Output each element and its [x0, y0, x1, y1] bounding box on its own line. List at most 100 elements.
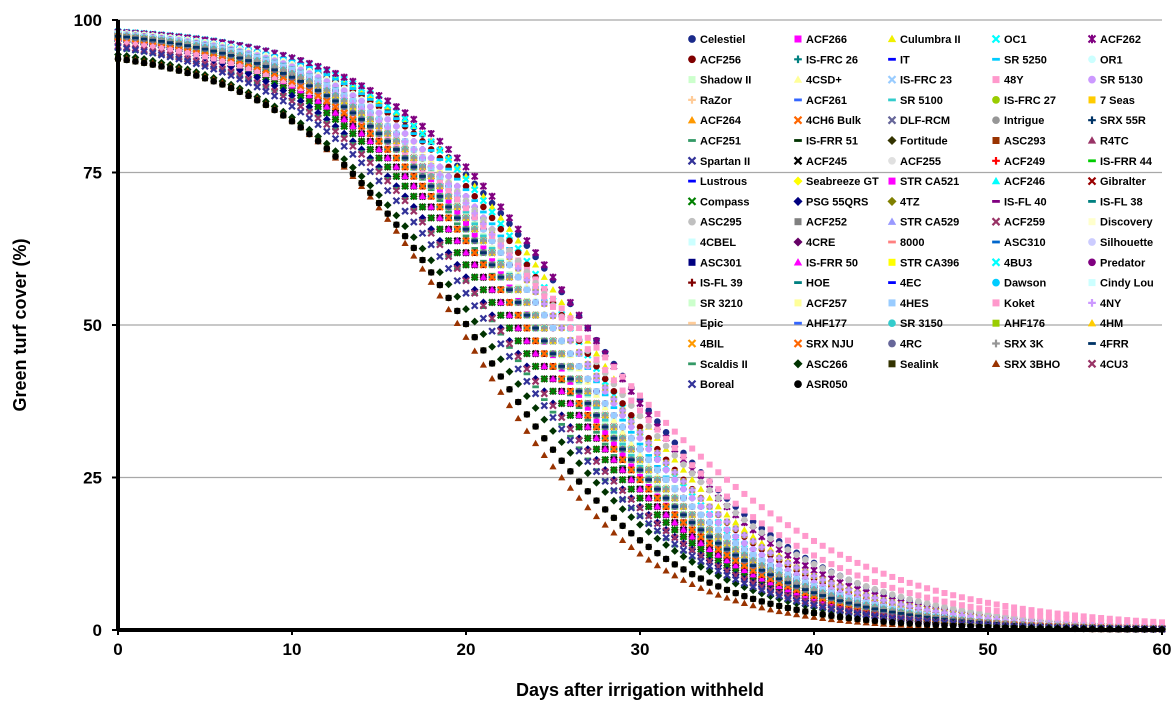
data-point: [323, 66, 331, 74]
data-point: [576, 391, 583, 398]
data-point: [357, 82, 366, 90]
data-point: [410, 192, 418, 201]
data-point: [628, 463, 635, 470]
data-point: [306, 66, 313, 69]
data-point: [662, 466, 670, 474]
data-point: [427, 149, 435, 152]
data-point: [697, 545, 705, 554]
data-point: [480, 245, 487, 252]
data-point: [1124, 617, 1131, 624]
data-point: [296, 91, 305, 100]
data-point: [470, 185, 479, 194]
data-point: [557, 399, 566, 408]
data-point: [314, 62, 322, 71]
data-point: [767, 510, 774, 517]
data-point: [383, 163, 392, 171]
data-point: [514, 225, 522, 233]
data-point: [628, 430, 635, 434]
data-point: [793, 527, 800, 534]
data-point: [471, 222, 478, 226]
data-point: [480, 203, 487, 211]
data-point: [401, 109, 409, 117]
data-point: [462, 182, 470, 190]
data-point: [532, 261, 540, 268]
data-point: [480, 210, 487, 214]
data-point: [985, 599, 991, 606]
data-point: [454, 177, 461, 181]
data-point: [732, 533, 739, 541]
data-point: [950, 592, 957, 599]
data-point: [418, 129, 427, 138]
data-point: [645, 445, 652, 453]
data-point: [375, 109, 383, 117]
data-point: [619, 412, 626, 419]
data-point: [706, 461, 713, 468]
data-point: [767, 557, 774, 564]
data-point: [584, 404, 591, 411]
data-point: [811, 537, 817, 544]
data-point: [915, 582, 922, 589]
data-point: [619, 373, 626, 380]
data-point: [453, 154, 462, 162]
data-point: [453, 165, 462, 173]
data-point: [619, 452, 626, 459]
data-point: [488, 222, 496, 226]
data-point: [671, 456, 679, 463]
data-point: [367, 97, 374, 101]
data-point: [514, 337, 522, 345]
data-point: [671, 476, 679, 484]
data-point: [479, 285, 488, 294]
data-point: [445, 173, 452, 180]
data-point: [479, 182, 488, 190]
data-point: [628, 423, 635, 431]
data-point: [540, 273, 548, 280]
data-point: [401, 182, 409, 190]
data-point: [679, 532, 688, 541]
data-point: [175, 52, 182, 59]
data-point: [636, 494, 644, 502]
data-point: [410, 132, 418, 135]
data-point: [932, 587, 939, 594]
data-point: [1019, 605, 1026, 612]
data-point: [366, 145, 375, 154]
data-point: [732, 483, 739, 490]
data-point: [566, 298, 575, 307]
data-point: [575, 311, 583, 319]
data-point: [636, 442, 644, 446]
data-point: [506, 220, 513, 228]
data-point: [557, 286, 566, 294]
data-point: [419, 140, 426, 144]
data-point: [488, 247, 496, 250]
data-point: [654, 464, 661, 468]
data-point: [480, 259, 487, 263]
data-point: [584, 324, 592, 332]
data-point: [653, 511, 662, 519]
data-point: [549, 286, 557, 293]
data-point: [470, 172, 479, 181]
data-point: [679, 466, 688, 473]
data-point: [654, 410, 661, 417]
data-point: [375, 154, 383, 162]
data-point: [584, 434, 592, 443]
data-point: [644, 502, 653, 511]
data-point: [523, 261, 531, 269]
data-point: [514, 237, 522, 244]
data-point: [689, 445, 696, 452]
data-point: [741, 490, 748, 497]
data-point: [645, 401, 652, 408]
data-point: [723, 511, 731, 518]
data-point: [349, 92, 357, 99]
data-point: [558, 305, 565, 312]
data-point: [749, 546, 757, 553]
data-point: [680, 485, 687, 493]
data-point: [610, 416, 618, 423]
data-point: [784, 522, 791, 529]
data-point: [1054, 610, 1061, 617]
data-point: [462, 175, 470, 183]
data-point: [750, 497, 757, 504]
data-point: [610, 466, 618, 474]
data-point: [645, 454, 652, 457]
data-point: [392, 172, 401, 181]
data-point: [593, 417, 600, 424]
data-point: [323, 109, 331, 117]
